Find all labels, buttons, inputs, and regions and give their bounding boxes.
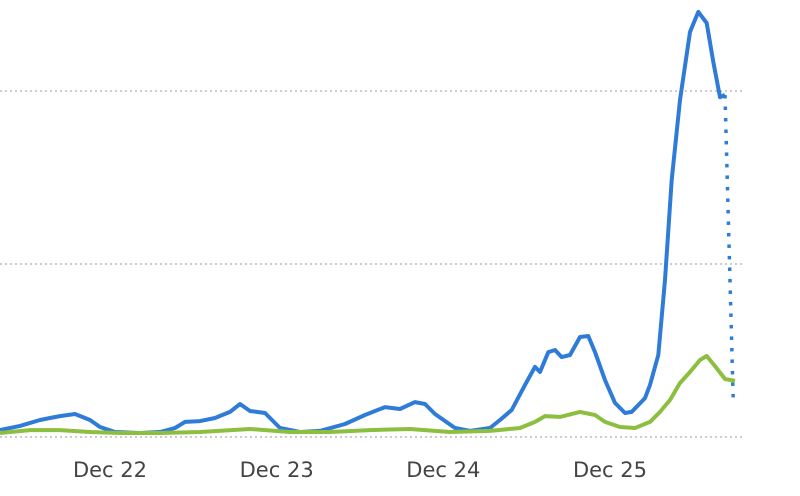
x-tick-label: Dec 23 [240,458,314,482]
x-tick-label: Dec 24 [406,458,480,482]
x-tick-label: Dec 22 [73,458,147,482]
x-tick-label: Dec 25 [573,458,647,482]
line-series [0,354,736,435]
line-series [723,94,736,403]
line-series [0,9,726,435]
